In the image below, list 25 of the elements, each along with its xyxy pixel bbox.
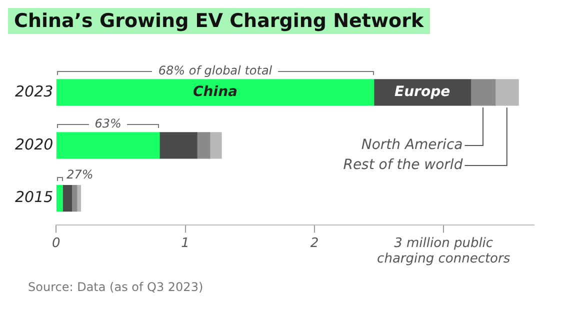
text: Rest of the world xyxy=(343,157,463,174)
x-tick-label: 2 xyxy=(310,236,319,251)
annotation: 27% xyxy=(66,167,94,182)
bar xyxy=(494,79,519,106)
bar xyxy=(62,185,72,212)
x-tick-label: 1 xyxy=(181,236,190,251)
annotation: 68% of global total xyxy=(158,64,273,78)
source-note: Source: Data (as of Q3 2023) xyxy=(28,280,204,294)
y-tick-label: 2020 xyxy=(14,135,54,154)
bar xyxy=(56,79,374,106)
y-tick-label: 2023 xyxy=(14,82,54,100)
bar xyxy=(56,132,160,159)
bar xyxy=(210,132,222,159)
chart-title: China’s Growing EV Charging Network xyxy=(8,8,430,34)
bar xyxy=(196,132,210,159)
series-label: China xyxy=(193,84,238,100)
annotation: 63% xyxy=(94,116,122,131)
x-tick-label: 3 million public charging connectors xyxy=(377,236,510,267)
bar xyxy=(56,185,63,212)
y-tick-label: 2015 xyxy=(14,188,54,206)
x-tick-label: 0 xyxy=(52,236,60,251)
series-label: Europe xyxy=(394,84,450,100)
text: North America xyxy=(361,137,463,154)
bar xyxy=(159,132,198,159)
bar xyxy=(470,79,496,106)
